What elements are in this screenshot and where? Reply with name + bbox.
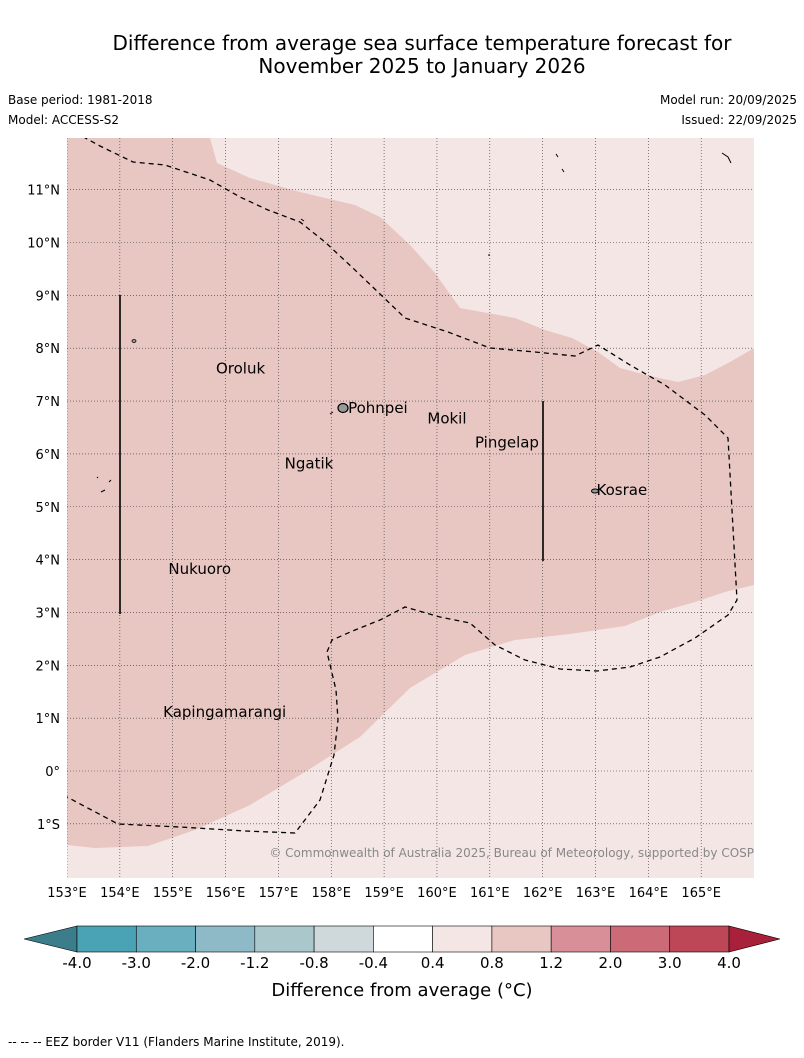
lon-tick-label: 162°E — [523, 886, 563, 901]
lon-tick-label: 155°E — [153, 886, 193, 901]
place-label-pingelap: Pingelap — [475, 433, 539, 451]
graticule — [67, 138, 754, 878]
lon-tick-label: 160°E — [417, 886, 457, 901]
model-run-label: Model run: 20/09/2025 — [659, 93, 797, 107]
lat-tick-label: 9°N — [36, 289, 61, 304]
colorbar-segment — [432, 925, 493, 953]
lon-tick-label: 163°E — [576, 886, 616, 901]
place-label-nukuoro: Nukuoro — [168, 560, 231, 578]
title-line-1: Difference from average sea surface temp… — [112, 31, 732, 55]
lat-tick-label: 3°N — [36, 606, 61, 621]
colorbar-label: -0.4 — [359, 954, 388, 972]
lat-tick-label: 7°N — [36, 395, 61, 410]
colorbar-segment — [254, 925, 315, 953]
lat-tick-label: 0° — [45, 765, 60, 780]
lon-tick-label: 153°E — [47, 886, 87, 901]
kosrae-island-shape — [591, 488, 599, 494]
lon-tick-label: 164°E — [629, 886, 669, 901]
colorbar-label: -0.8 — [299, 954, 328, 972]
lat-tick-label: 5°N — [36, 501, 61, 516]
place-label-mokil: Mokil — [427, 410, 466, 428]
lat-tick-label: 1°N — [36, 712, 61, 727]
colorbar-segment — [135, 925, 196, 953]
place-labels: Oroluk Pohnpei Mokil Pingelap Ngatik Kosrae Nu… — [163, 359, 647, 721]
colorbar-segment — [195, 925, 256, 953]
colorbar-label: 3.0 — [658, 954, 682, 972]
small-islets — [96, 152, 732, 493]
islet-shape — [131, 339, 137, 343]
colorbar-segment — [76, 925, 137, 953]
lat-tick-label: 1°S — [37, 818, 60, 833]
colorbar-segment — [491, 925, 552, 953]
colorbar-label: 2.0 — [599, 954, 623, 972]
model-label: Model: ACCESS-S2 — [8, 113, 120, 127]
colorbar-label: -2.0 — [181, 954, 210, 972]
lon-tick-label: 156°E — [206, 886, 246, 901]
colorbar-over-arrow — [728, 925, 781, 953]
place-label-oroluk: Oroluk — [216, 359, 265, 377]
colorbar-label: 0.4 — [421, 954, 445, 972]
maritime-boundaries — [119, 295, 544, 614]
lon-tick-label: 161°E — [470, 886, 510, 901]
sst-map: Oroluk Pohnpei Mokil Pingelap Ngatik Kosrae Nu… — [23, 138, 781, 972]
copyright-text: © Commonwealth of Australia 2025, Bureau… — [269, 846, 774, 860]
colorbar-under-arrow — [23, 925, 78, 953]
lon-tick-label: 165°E — [681, 886, 721, 901]
colorbar-label: -1.2 — [240, 954, 269, 972]
lat-tick-label: 6°N — [36, 448, 61, 463]
lon-tick-label: 159°E — [364, 886, 404, 901]
place-label-kosrae: Kosrae — [597, 481, 648, 499]
colorbar-segment — [373, 925, 433, 953]
colorbar — [23, 925, 781, 953]
lat-tick-label: 2°N — [36, 659, 61, 674]
colorbar-segment — [313, 925, 374, 953]
colorbar-segment — [669, 925, 730, 953]
place-label-kapingamarangi: Kapingamarangi — [163, 703, 286, 721]
colorbar-title: Difference from average (°C) — [271, 980, 533, 1001]
colorbar-label: 4.0 — [717, 954, 741, 972]
base-period-label: Base period: 1981-2018 — [8, 93, 153, 107]
colorbar-segment — [610, 925, 671, 953]
pohnpei-island-shape — [337, 402, 349, 414]
colorbar-label: 0.8 — [480, 954, 504, 972]
lon-tick-label: 157°E — [259, 886, 299, 901]
colorbar-label: -4.0 — [62, 954, 91, 972]
title-line-2: November 2025 to January 2026 — [258, 54, 586, 78]
lon-tick-label: 158°E — [311, 886, 351, 901]
eez-borders — [67, 138, 738, 834]
issued-label: Issued: 22/09/2025 — [681, 113, 797, 127]
place-label-pohnpei: Pohnpei — [348, 399, 408, 417]
eez-line-north — [67, 138, 738, 834]
longitude-labels: 153°E 154°E 155°E 156°E 157°E 158°E 159°E 160°E… — [47, 886, 721, 901]
colorbar-segment — [550, 925, 611, 953]
map-title: Difference from average sea surface temp… — [0, 32, 804, 78]
lat-tick-label: 4°N — [36, 554, 61, 569]
lat-tick-label: 10°N — [27, 237, 60, 252]
lat-tick-label: 11°N — [27, 184, 60, 199]
colorbar-tick-labels: -4.0 -3.0 -2.0 -1.2 -0.8 -0.4 0.4 0.8 1.2 2.0 3.0 4… — [62, 954, 741, 972]
islands — [96, 152, 732, 494]
latitude-labels: 11°N 10°N 9°N 8°N 7°N 6°N 5°N 4°N 3°N 2°N 1°N 0° 1°S — [27, 184, 60, 833]
anomaly-band-0.8-1.2 — [67, 138, 754, 848]
lat-tick-label: 8°N — [36, 342, 61, 357]
colorbar-label: 1.2 — [539, 954, 563, 972]
eez-footnote: -- -- -- EEZ border V11 (Flanders Marine… — [8, 1035, 345, 1049]
place-label-ngatik: Ngatik — [285, 454, 334, 472]
colorbar-label: -3.0 — [122, 954, 151, 972]
lon-tick-label: 154°E — [100, 886, 140, 901]
map-area: Oroluk Pohnpei Mokil Pingelap Ngatik Kosrae Nu… — [67, 138, 774, 878]
